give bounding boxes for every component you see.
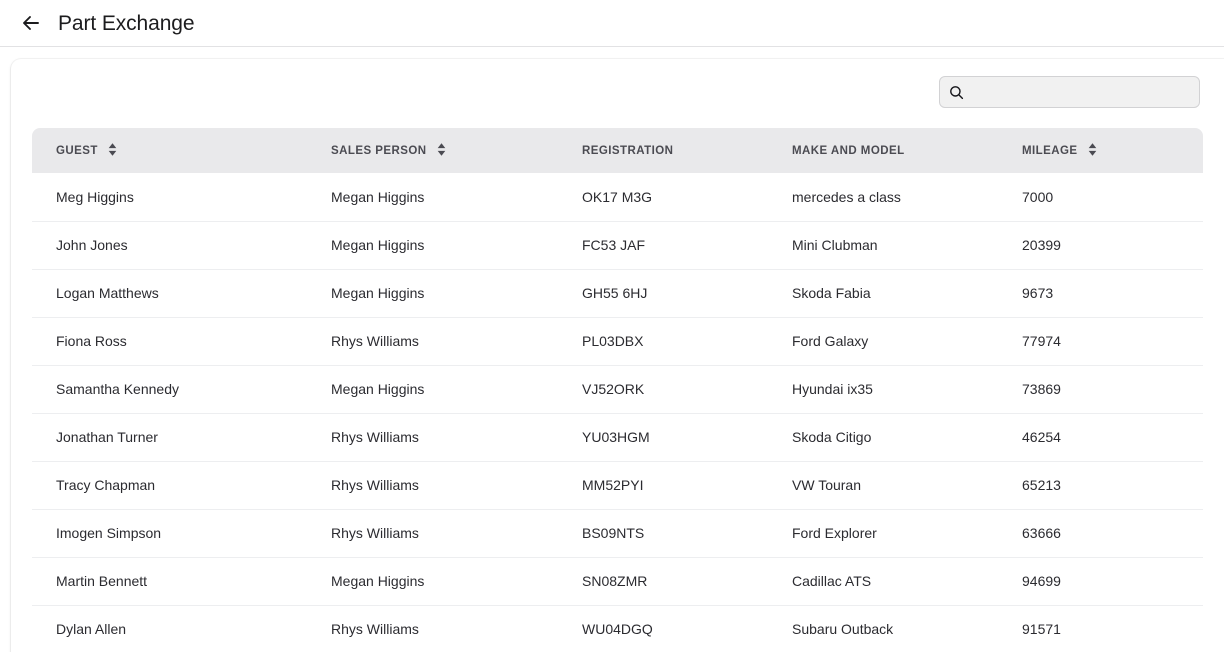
table-row[interactable]: Tracy Chapman Rhys Williams MM52PYI VW Tour… <box>32 460 1203 509</box>
cell-make-and-model: Ford Galaxy <box>768 316 998 365</box>
column-label-make-and-model: MAKE AND MODEL <box>792 144 905 157</box>
cell-registration: PL03DBX <box>558 316 768 365</box>
table-header-row: GUEST SALES PE <box>32 128 1203 173</box>
cell-registration: SN08ZMR <box>558 556 768 605</box>
cell-make-and-model: Hyundai ix35 <box>768 364 998 413</box>
table-row[interactable]: John Jones Megan Higgins FC53 JAF Mini Club… <box>32 220 1203 269</box>
cell-registration: OK17 M3G <box>582 188 653 205</box>
table-row[interactable]: Jonathan Turner Rhys Williams YU03HGM Skoda… <box>32 412 1203 461</box>
cell-guest: Tracy Chapman <box>32 460 307 509</box>
page-title: Part Exchange <box>58 11 195 35</box>
sort-updown-icon[interactable] <box>1087 142 1098 160</box>
cell-sales-person: Megan Higgins <box>307 220 558 269</box>
column-label-guest: GUEST <box>56 144 98 157</box>
cell-guest: Imogen Simpson <box>32 508 307 557</box>
cell-mileage: 94699 <box>998 556 1203 605</box>
cell-make-and-model: Subaru Outback <box>768 604 998 652</box>
cell-make-and-model: Cadillac ATS <box>768 556 998 605</box>
content-area: GUEST SALES PE <box>0 47 1224 652</box>
cell-guest: John Jones <box>32 220 307 269</box>
cell-guest: Jonathan Turner <box>32 412 307 461</box>
table-row[interactable]: Samantha Kennedy Megan Higgins VJ52ORK Hyun… <box>32 364 1203 413</box>
table-row[interactable]: Dylan Allen Rhys Williams WU04DGQ Subaru Ou… <box>32 604 1203 652</box>
cell-mileage: 9673 <box>998 268 1203 317</box>
column-header-registration: REGISTRATION <box>558 128 768 173</box>
table-row[interactable]: Imogen Simpson Rhys Williams BS09NTS Ford E… <box>32 508 1203 557</box>
cell-mileage: 46254 <box>998 412 1203 461</box>
cell-mileage: 91571 <box>998 604 1203 652</box>
cell-sales-person: Megan Higgins <box>307 364 558 413</box>
cell-mileage: 77974 <box>998 316 1203 365</box>
cell-make-and-model: VW Touran <box>768 460 998 509</box>
cell-registration: VJ52ORK <box>558 364 768 413</box>
cell-sales-person: Rhys Williams <box>307 460 558 509</box>
part-exchange-table: GUEST SALES PE <box>32 128 1203 652</box>
arrow-left-icon <box>20 12 42 34</box>
cell-mileage: 20399 <box>998 220 1203 269</box>
cell-sales-person: Rhys Williams <box>307 604 558 652</box>
search-row <box>11 59 1224 108</box>
cell-guest: Samantha Kennedy <box>32 364 307 413</box>
cell-registration: YU03HGM <box>558 412 768 461</box>
cell-guest: Meg Higgins <box>56 188 134 205</box>
cell-registration: WU04DGQ <box>558 604 768 652</box>
cell-make-and-model: mercedes a class <box>792 188 901 205</box>
table-row[interactable]: Logan Matthews Megan Higgins GH55 6HJ Skoda… <box>32 268 1203 317</box>
cell-guest: Fiona Ross <box>32 316 307 365</box>
cell-registration: GH55 6HJ <box>558 268 768 317</box>
cell-make-and-model: Skoda Fabia <box>768 268 998 317</box>
cell-registration: BS09NTS <box>558 508 768 557</box>
cell-mileage: 73869 <box>998 364 1203 413</box>
cell-guest: Logan Matthews <box>32 268 307 317</box>
cell-sales-person: Megan Higgins <box>307 556 558 605</box>
cell-guest: Martin Bennett <box>32 556 307 605</box>
table-row[interactable]: Fiona Ross Rhys Williams PL03DBX Ford Galax… <box>32 316 1203 365</box>
column-header-make-and-model: MAKE AND MODEL <box>768 128 998 173</box>
table-row[interactable]: Martin Bennett Megan Higgins SN08ZMR Cadill… <box>32 556 1203 605</box>
search-box[interactable] <box>939 76 1200 108</box>
column-label-sales-person: SALES PERSON <box>331 144 427 157</box>
column-label-mileage: MILEAGE <box>1022 144 1078 157</box>
cell-make-and-model: Ford Explorer <box>768 508 998 557</box>
table-body: Meg Higgins Megan Higgins OK17 M3G mercedes… <box>32 173 1203 652</box>
column-header-mileage[interactable]: MILEAGE <box>998 128 1203 173</box>
cell-sales-person: Megan Higgins <box>331 188 425 205</box>
cell-make-and-model: Mini Clubman <box>768 220 998 269</box>
cell-sales-person: Rhys Williams <box>307 412 558 461</box>
column-label-registration: REGISTRATION <box>582 144 674 157</box>
search-icon <box>949 85 964 100</box>
search-input[interactable] <box>971 77 1190 107</box>
sort-updown-icon[interactable] <box>436 142 447 160</box>
back-button[interactable] <box>16 8 46 38</box>
cell-mileage: 63666 <box>998 508 1203 557</box>
cell-sales-person: Rhys Williams <box>307 508 558 557</box>
cell-mileage: 7000 <box>1022 188 1054 205</box>
cell-registration: FC53 JAF <box>558 220 768 269</box>
cell-registration: MM52PYI <box>558 460 768 509</box>
table-row[interactable]: Meg Higgins Megan Higgins OK17 M3G mercedes… <box>32 173 1203 221</box>
cell-mileage: 65213 <box>998 460 1203 509</box>
cell-make-and-model: Skoda Citigo <box>768 412 998 461</box>
part-exchange-card: GUEST SALES PE <box>11 59 1224 652</box>
cell-sales-person: Megan Higgins <box>307 268 558 317</box>
sort-updown-icon[interactable] <box>107 142 118 160</box>
cell-guest: Dylan Allen <box>32 604 307 652</box>
app-header-bar: Part Exchange <box>0 0 1224 47</box>
column-header-guest[interactable]: GUEST <box>32 128 307 173</box>
column-header-sales-person[interactable]: SALES PERSON <box>307 128 558 173</box>
cell-sales-person: Rhys Williams <box>307 316 558 365</box>
